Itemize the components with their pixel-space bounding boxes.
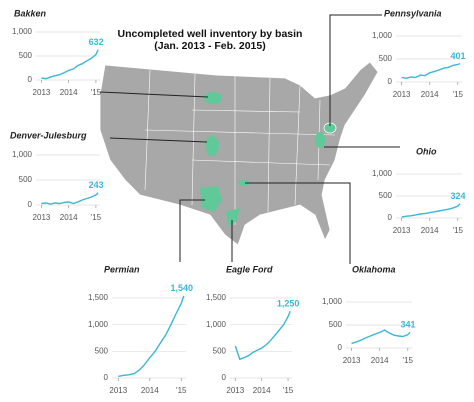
eagle-ford-basin <box>226 208 240 226</box>
x-tick-label: '15 <box>283 386 294 395</box>
x-tick-label: '15 <box>453 90 464 99</box>
x-tick-label: '15 <box>91 213 102 222</box>
x-tick-label: '15 <box>403 356 414 365</box>
y-tick-label: 0 <box>388 77 393 86</box>
x-tick-label: 2014 <box>253 386 271 395</box>
data-label: 341 <box>401 320 416 330</box>
data-label: 401 <box>451 51 466 61</box>
subtitle: (Jan. 2013 - Feb. 2015) <box>154 40 265 52</box>
title: Uncompleted well inventory by basin <box>118 28 303 40</box>
leader-line <box>109 137 208 143</box>
x-tick-label: 2014 <box>60 88 78 97</box>
x-tick-label: 2013 <box>226 386 244 395</box>
x-tick-label: '15 <box>453 226 464 235</box>
bakken-basin <box>204 92 222 104</box>
small-chart: Bakken 0 500 1,000 2013 2014 '15 632 <box>12 8 104 97</box>
y-tick-label: 500 <box>379 191 393 200</box>
denver-julesburg-basin <box>205 136 219 156</box>
data-label: 1,250 <box>277 299 300 309</box>
data-label: 243 <box>89 180 104 190</box>
y-tick-label: 1,000 <box>12 150 33 159</box>
y-tick-label: 1,000 <box>88 320 109 329</box>
data-line <box>41 49 99 80</box>
x-tick-label: '15 <box>176 386 187 395</box>
y-tick-label: 0 <box>388 213 393 222</box>
x-tick-label: 2014 <box>421 226 439 235</box>
x-tick-label: 2013 <box>109 386 127 395</box>
small-chart: Denver-Julesburg 0 500 1,000 2013 2014 '15 243 <box>10 130 104 222</box>
chart-title: Oklahoma <box>352 264 396 274</box>
chart-title: Denver-Julesburg <box>10 130 87 140</box>
y-tick-label: 1,500 <box>88 293 109 302</box>
y-tick-label: 500 <box>379 54 393 63</box>
data-line <box>401 203 461 218</box>
chart-title: Permian <box>104 264 140 274</box>
y-tick-label: 500 <box>19 175 33 184</box>
y-tick-label: 500 <box>95 346 109 355</box>
y-tick-label: 0 <box>338 343 343 352</box>
data-line <box>118 295 185 378</box>
x-tick-label: 2013 <box>343 356 361 365</box>
small-chart: Eagle Ford 0 500 1,000 1,500 2013 2014 '15 1,250 <box>206 264 299 395</box>
leader-line <box>99 91 209 98</box>
y-tick-label: 0 <box>28 200 33 209</box>
y-tick-label: 0 <box>28 75 33 84</box>
data-line <box>351 329 411 345</box>
y-tick-label: 1,000 <box>322 297 343 306</box>
small-chart: Pennsylvania 0 500 1,000 2013 2014 '15 401 <box>372 8 466 99</box>
y-tick-label: 500 <box>213 346 227 355</box>
data-line <box>234 311 291 361</box>
data-label: 1,540 <box>171 283 194 293</box>
chart-title: Pennsylvania <box>384 8 442 18</box>
chart-title: Eagle Ford <box>226 264 273 274</box>
data-label: 632 <box>89 37 104 47</box>
y-tick-label: 1,000 <box>206 320 227 329</box>
us-outline <box>99 61 379 246</box>
x-tick-label: '15 <box>91 88 102 97</box>
data-line <box>401 62 461 80</box>
y-tick-label: 1,500 <box>206 293 227 302</box>
y-tick-label: 500 <box>19 51 33 60</box>
y-tick-label: 500 <box>329 320 343 329</box>
data-line <box>41 192 99 205</box>
oklahoma-basin <box>238 180 250 186</box>
y-tick-label: 0 <box>104 373 109 382</box>
data-label: 324 <box>451 191 466 201</box>
chart-title: Bakken <box>14 8 47 18</box>
x-tick-label: 2013 <box>393 90 411 99</box>
small-chart: Oklahoma 0 500 1,000 2013 2014 '15 341 <box>322 264 416 365</box>
small-chart: Ohio 0 500 1,000 2013 2014 '15 324 <box>372 146 466 235</box>
x-tick-label: 2013 <box>393 226 411 235</box>
y-tick-label: 1,000 <box>12 27 33 36</box>
x-tick-label: 2013 <box>33 213 51 222</box>
us-map <box>99 61 379 246</box>
x-tick-label: 2013 <box>33 88 51 97</box>
leader-line <box>245 182 351 264</box>
x-tick-label: 2014 <box>60 213 78 222</box>
y-tick-label: 1,000 <box>372 169 393 178</box>
leader-line <box>329 14 382 126</box>
x-tick-label: 2014 <box>421 90 439 99</box>
x-tick-label: 2014 <box>141 386 159 395</box>
small-chart: Permian 0 500 1,000 1,500 2013 2014 '15 1,540 <box>88 264 193 395</box>
leader-line <box>179 199 205 262</box>
permian-basin <box>200 186 222 212</box>
ohio-basin <box>315 132 325 148</box>
y-tick-label: 0 <box>222 373 227 382</box>
x-tick-label: 2014 <box>371 356 389 365</box>
y-tick-label: 1,000 <box>372 31 393 40</box>
chart-title: Ohio <box>416 146 437 156</box>
leader-lines <box>99 14 400 264</box>
